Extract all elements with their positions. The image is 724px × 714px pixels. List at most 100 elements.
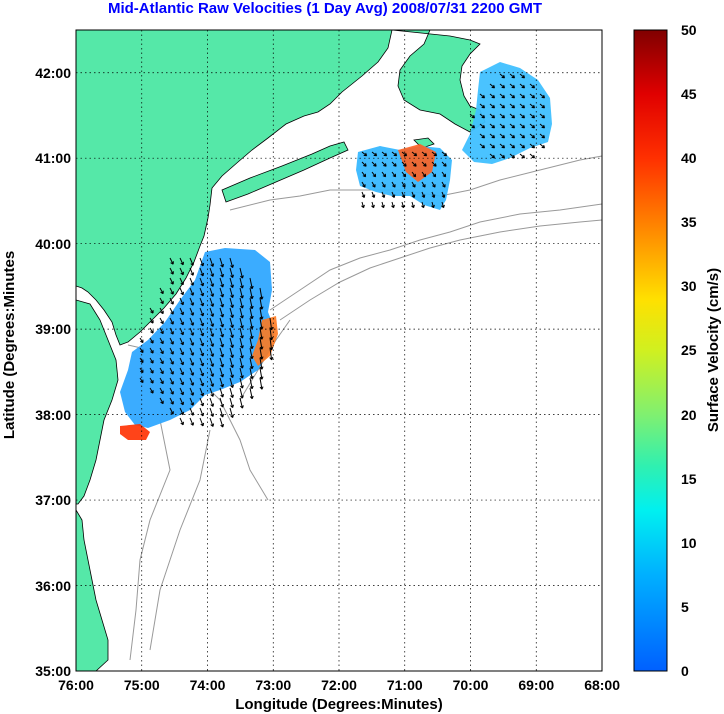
velocity-arrow xyxy=(229,337,234,348)
velocity-arrow xyxy=(159,297,164,305)
velocity-arrow xyxy=(371,181,376,188)
velocity-arrow xyxy=(229,397,234,408)
land-long-island xyxy=(221,141,349,203)
y-tick-label: 41:00 xyxy=(35,150,71,166)
x-axis-label: Longitude (Degrees:Minutes) xyxy=(235,696,443,713)
velocity-arrow xyxy=(249,377,254,390)
velocity-arrow xyxy=(361,151,368,157)
velocity-arrow xyxy=(381,171,387,178)
velocity-arrow xyxy=(159,357,164,365)
velocity-arrow xyxy=(269,327,274,341)
velocity-arrow xyxy=(489,143,496,149)
velocity-arrow xyxy=(361,171,367,178)
velocity-arrow xyxy=(529,103,536,109)
velocity-arrow xyxy=(371,191,376,198)
velocity-arrow xyxy=(259,367,264,380)
velocity-arrow xyxy=(239,337,244,349)
velocity-arrow xyxy=(239,387,244,399)
velocity-arrow xyxy=(239,367,244,379)
velocity-arrow xyxy=(401,171,407,178)
velocity-arrow xyxy=(169,307,174,315)
velocity-arrow xyxy=(249,307,254,320)
velocity-arrow xyxy=(149,317,154,324)
velocity-arrow xyxy=(179,387,184,396)
velocity-arrow xyxy=(199,337,205,347)
velocity-arrow xyxy=(219,367,225,378)
x-tick-label: 68:00 xyxy=(584,677,620,693)
velocity-arrow xyxy=(371,171,377,178)
velocity-arrow xyxy=(539,133,546,139)
velocity-arrow xyxy=(179,357,184,366)
map-title: Mid-Atlantic Raw Velocities (1 Day Avg) … xyxy=(107,0,543,17)
velocity-arrow xyxy=(401,151,408,157)
velocity-arrow xyxy=(431,171,437,178)
velocity-arrow xyxy=(509,73,516,79)
x-tick-label: 70:00 xyxy=(453,677,489,693)
velocity-arrow xyxy=(189,277,195,286)
velocity-arrow xyxy=(239,357,244,369)
velocity-arrow xyxy=(159,397,164,405)
velocity-arrow xyxy=(539,103,546,109)
velocity-arrow xyxy=(411,151,418,157)
y-tick-label: 40:00 xyxy=(35,236,71,252)
velocity-arrow xyxy=(219,267,225,278)
velocity-arrow xyxy=(391,161,397,167)
velocity-arrow xyxy=(189,357,195,366)
velocity-arrow xyxy=(229,287,234,298)
velocity-arrow xyxy=(421,161,427,167)
velocity-arrow xyxy=(259,287,264,300)
velocity-arrow xyxy=(499,153,506,159)
velocity-arrow xyxy=(489,123,496,129)
velocity-arrow xyxy=(361,201,365,209)
velocity-arrow xyxy=(169,397,174,405)
velocity-arrow xyxy=(199,327,205,337)
velocity-arrow xyxy=(189,287,195,296)
velocity-arrow xyxy=(189,307,195,316)
velocity-arrow xyxy=(249,387,254,400)
x-tick-label: 76:00 xyxy=(58,677,94,693)
velocity-arrow xyxy=(199,297,205,307)
velocity-arrow xyxy=(189,337,195,346)
y-tick-label: 38:00 xyxy=(35,407,71,423)
velocity-arrow xyxy=(159,367,164,375)
velocity-arrow xyxy=(441,201,445,209)
velocity-arrow xyxy=(209,387,215,397)
velocity-arrow xyxy=(189,267,195,276)
velocity-arrow xyxy=(519,123,526,129)
velocity-arrow xyxy=(529,113,536,119)
colorbar-tick-label: 15 xyxy=(681,471,697,487)
x-tick-label: 75:00 xyxy=(124,677,160,693)
velocity-arrow xyxy=(229,357,234,368)
velocity-arrow xyxy=(179,277,184,286)
velocity-arrow xyxy=(219,407,225,418)
velocity-arrow xyxy=(209,377,215,387)
velocity-arrow xyxy=(249,357,254,370)
velocity-arrow xyxy=(159,317,164,325)
velocity-arrow xyxy=(391,181,396,188)
velocity-arrow xyxy=(391,151,398,157)
x-tick-label: 74:00 xyxy=(190,677,226,693)
colorbar-tick-label: 5 xyxy=(681,599,689,615)
velocity-arrow xyxy=(249,317,254,330)
velocity-arrow xyxy=(229,407,234,418)
velocity-arrow xyxy=(479,93,486,99)
velocity-arrow xyxy=(209,297,215,307)
velocity-arrow xyxy=(179,317,184,326)
velocity-arrow xyxy=(239,277,244,289)
velocity-arrow xyxy=(169,287,174,295)
velocity-arrow xyxy=(229,317,234,328)
x-tick-label: 69:00 xyxy=(518,677,554,693)
velocity-arrow xyxy=(219,387,225,398)
velocity-arrow xyxy=(209,357,215,367)
velocity-field xyxy=(120,62,552,440)
velocity-arrow xyxy=(179,267,184,276)
velocity-arrow xyxy=(371,201,375,209)
velocity-arrow xyxy=(529,93,536,99)
velocity-arrow xyxy=(509,153,516,159)
velocity-arrow xyxy=(199,387,205,397)
velocity-arrow xyxy=(209,347,215,357)
velocity-arrow xyxy=(209,277,215,287)
velocity-arrow xyxy=(159,347,164,355)
velocity-arrow xyxy=(509,133,516,139)
velocity-arrow xyxy=(259,377,264,390)
